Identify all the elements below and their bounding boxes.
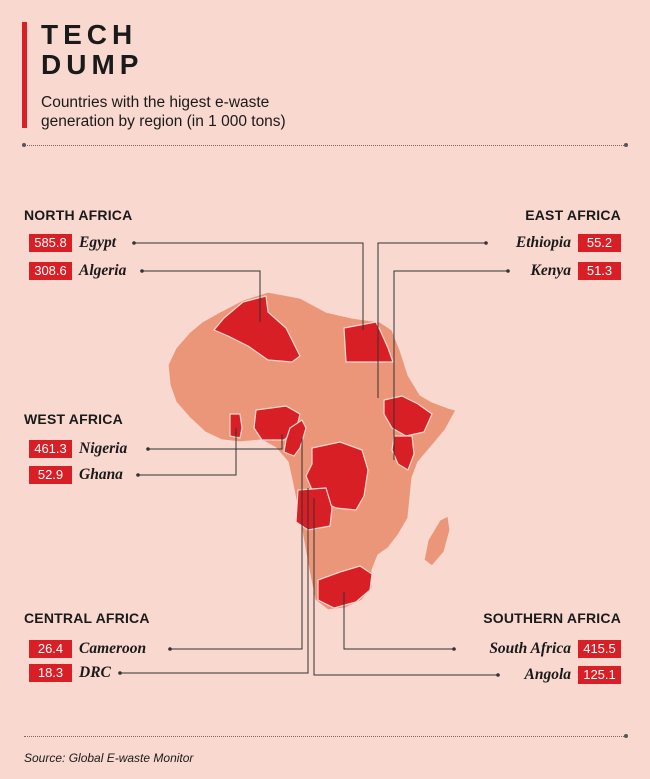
leader-cameroon [170, 438, 303, 650]
kenya-shape [391, 435, 415, 471]
country-label-kenya: Kenya [530, 262, 571, 279]
country-label-angola: Angola [524, 666, 571, 683]
data-row-cameroon: 26.4 Cameroon [29, 639, 153, 659]
leader-ghana [138, 428, 237, 476]
leader-dot [506, 269, 510, 273]
title-accent-bar [22, 22, 27, 128]
leader-dot [452, 647, 456, 651]
leader-lines [120, 242, 508, 676]
data-row-algeria: 308.6 Algeria [29, 261, 133, 281]
country-label-south-africa: South Africa [489, 640, 571, 657]
leader-dot [140, 269, 144, 273]
value-badge-ethiopia: 55.2 [578, 234, 621, 252]
leader-ethiopia [377, 242, 486, 398]
data-row-south-africa: 415.5 South Africa [482, 639, 621, 659]
country-label-egypt: Egypt [79, 234, 117, 251]
leader-dot [484, 241, 488, 245]
data-row-nigeria: 461.3 Nigeria [29, 439, 134, 459]
divider-end-dot [22, 143, 26, 147]
leader-egypt [134, 242, 364, 330]
value-badge-angola: 125.1 [578, 666, 621, 684]
value-badge-algeria: 308.6 [29, 262, 72, 280]
data-row-angola: 125.1 Angola [517, 665, 621, 685]
country-label-ghana: Ghana [79, 466, 123, 483]
leader-dot [496, 673, 500, 677]
leader-dot [146, 447, 150, 451]
country-label-nigeria: Nigeria [79, 440, 128, 457]
region-southern-africa: SOUTHERN AFRICA [483, 610, 621, 626]
source-note: Source: Global E-waste Monitor [24, 751, 194, 765]
divider-end-dot [624, 734, 628, 738]
leader-dot [132, 241, 136, 245]
country-label-ethiopia: Ethiopia [515, 234, 571, 251]
value-badge-nigeria: 461.3 [29, 440, 72, 458]
leader-south-africa [343, 592, 454, 650]
data-row-egypt: 585.8 Egypt [29, 233, 123, 253]
leader-angola [313, 498, 498, 676]
subtitle-line-2: generation by region (in 1 000 tons) [41, 113, 286, 130]
country-label-algeria: Algeria [79, 262, 127, 279]
leader-dot [136, 473, 140, 477]
data-row-kenya: 51.3 Kenya [524, 261, 621, 281]
ethiopia-shape [383, 395, 433, 437]
leader-nigeria [148, 434, 283, 450]
bottom-divider [24, 736, 626, 737]
region-central-africa: CENTRAL AFRICA [24, 610, 150, 626]
value-badge-south-africa: 415.5 [578, 640, 621, 658]
country-label-cameroon: Cameroon [79, 640, 147, 657]
south-africa-shape [317, 565, 373, 609]
value-badge-cameroon: 26.4 [29, 640, 72, 658]
data-row-drc: 18.3 DRC [29, 663, 118, 683]
country-label-drc: DRC [79, 664, 111, 681]
region-east-africa: EAST AFRICA [525, 207, 621, 223]
value-badge-kenya: 51.3 [578, 262, 621, 280]
cameroon-shape [283, 419, 307, 457]
madagascar-shape [423, 515, 451, 567]
leader-dot [118, 671, 122, 675]
value-badge-egypt: 585.8 [29, 234, 72, 252]
region-north-africa: NORTH AFRICA [24, 207, 133, 223]
leader-algeria [142, 270, 261, 322]
ghana-shape [229, 413, 243, 439]
value-badge-drc: 18.3 [29, 664, 72, 682]
value-badge-ghana: 52.9 [29, 466, 72, 484]
title-line-2: DUMP [41, 49, 144, 80]
subtitle-line-1: Countries with the higest e-waste [41, 94, 270, 111]
egypt-shape [343, 321, 394, 363]
algeria-shape [213, 295, 301, 363]
leader-kenya [393, 270, 508, 460]
data-row-ghana: 52.9 Ghana [29, 465, 130, 485]
data-row-ethiopia: 55.2 Ethiopia [509, 233, 621, 253]
country-shapes [167, 291, 457, 611]
leader-drc [120, 488, 309, 674]
leader-dot [168, 647, 172, 651]
region-west-africa: WEST AFRICA [24, 411, 123, 427]
title-line-1: TECH [41, 19, 138, 50]
top-divider [24, 145, 626, 146]
leader-end-dots [118, 241, 510, 677]
divider-end-dot [624, 143, 628, 147]
